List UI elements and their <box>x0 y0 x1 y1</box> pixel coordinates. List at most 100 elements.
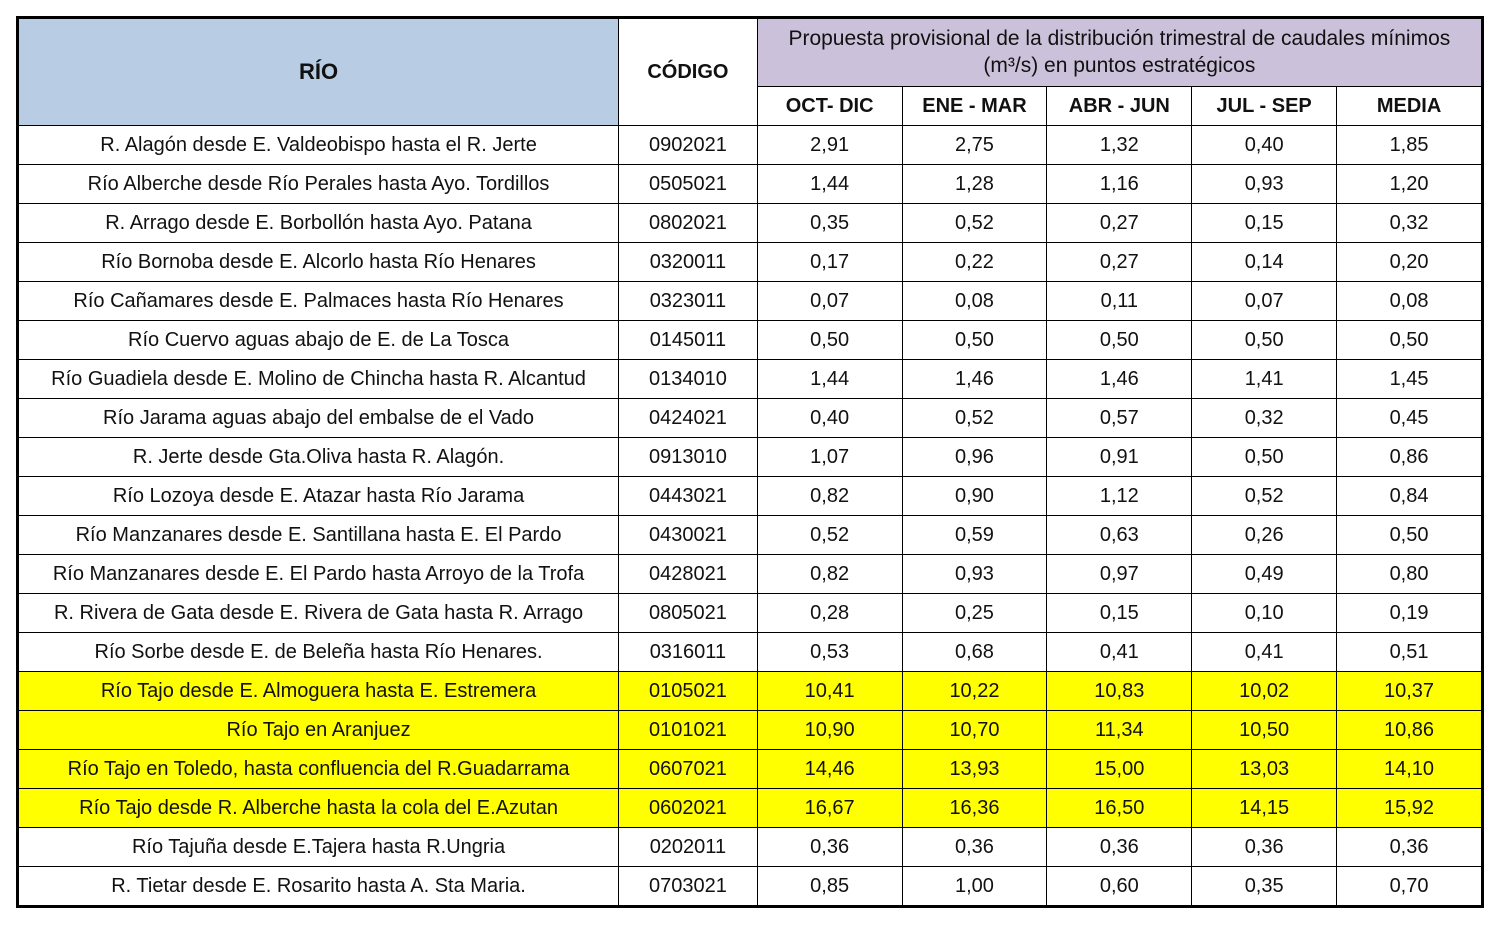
table-body: R. Alagón desde E. Valdeobispo hasta el … <box>19 125 1482 905</box>
table-row: Río Bornoba desde E. Alcorlo hasta Río H… <box>19 242 1482 281</box>
cell-codigo: 0703021 <box>619 866 758 905</box>
table-row: Río Jarama aguas abajo del embalse de el… <box>19 398 1482 437</box>
cell-rio: R. Rivera de Gata desde E. Rivera de Gat… <box>19 593 619 632</box>
cell-value: 0,45 <box>1337 398 1482 437</box>
cell-rio: R. Arrago desde E. Borbollón hasta Ayo. … <box>19 203 619 242</box>
cell-value: 0,50 <box>1192 437 1337 476</box>
table-container: RÍO CÓDIGO Propuesta provisional de la d… <box>16 16 1484 908</box>
table-row: R. Alagón desde E. Valdeobispo hasta el … <box>19 125 1482 164</box>
cell-value: 1,12 <box>1047 476 1192 515</box>
table-row: R. Arrago desde E. Borbollón hasta Ayo. … <box>19 203 1482 242</box>
cell-value: 0,50 <box>1337 515 1482 554</box>
cell-value: 0,19 <box>1337 593 1482 632</box>
cell-value: 0,36 <box>1337 827 1482 866</box>
cell-rio: Río Sorbe desde E. de Beleña hasta Río H… <box>19 632 619 671</box>
table-row: Río Manzanares desde E. Santillana hasta… <box>19 515 1482 554</box>
cell-value: 1,28 <box>902 164 1047 203</box>
cell-value: 0,32 <box>1337 203 1482 242</box>
cell-value: 0,36 <box>1192 827 1337 866</box>
header-rio: RÍO <box>19 19 619 126</box>
table-row: Río Lozoya desde E. Atazar hasta Río Jar… <box>19 476 1482 515</box>
cell-value: 1,16 <box>1047 164 1192 203</box>
cell-value: 0,41 <box>1192 632 1337 671</box>
cell-value: 0,86 <box>1337 437 1482 476</box>
header-media: MEDIA <box>1337 86 1482 125</box>
cell-codigo: 0913010 <box>619 437 758 476</box>
cell-rio: Río Bornoba desde E. Alcorlo hasta Río H… <box>19 242 619 281</box>
cell-value: 10,22 <box>902 671 1047 710</box>
header-oct-dic: OCT- DIC <box>757 86 902 125</box>
cell-value: 0,53 <box>757 632 902 671</box>
table-row: R. Tietar desde E. Rosarito hasta A. Sta… <box>19 866 1482 905</box>
cell-value: 10,37 <box>1337 671 1482 710</box>
cell-rio: Río Lozoya desde E. Atazar hasta Río Jar… <box>19 476 619 515</box>
cell-value: 2,91 <box>757 125 902 164</box>
cell-value: 0,59 <box>902 515 1047 554</box>
cell-value: 0,52 <box>902 203 1047 242</box>
cell-value: 0,35 <box>757 203 902 242</box>
cell-value: 0,91 <box>1047 437 1192 476</box>
cell-value: 1,85 <box>1337 125 1482 164</box>
table-row: Río Sorbe desde E. de Beleña hasta Río H… <box>19 632 1482 671</box>
table-row: Río Tajo desde R. Alberche hasta la cola… <box>19 788 1482 827</box>
table-row: R. Jerte desde Gta.Oliva hasta R. Alagón… <box>19 437 1482 476</box>
cell-value: 1,46 <box>902 359 1047 398</box>
cell-value: 0,10 <box>1192 593 1337 632</box>
cell-value: 0,49 <box>1192 554 1337 593</box>
cell-codigo: 0607021 <box>619 749 758 788</box>
cell-codigo: 0505021 <box>619 164 758 203</box>
table-row: Río Cañamares desde E. Palmaces hasta Rí… <box>19 281 1482 320</box>
cell-value: 0,96 <box>902 437 1047 476</box>
cell-codigo: 0802021 <box>619 203 758 242</box>
cell-value: 0,32 <box>1192 398 1337 437</box>
cell-codigo: 0323011 <box>619 281 758 320</box>
cell-value: 10,02 <box>1192 671 1337 710</box>
cell-value: 0,40 <box>757 398 902 437</box>
cell-value: 0,27 <box>1047 242 1192 281</box>
cell-value: 16,36 <box>902 788 1047 827</box>
cell-value: 0,97 <box>1047 554 1192 593</box>
cell-value: 15,92 <box>1337 788 1482 827</box>
cell-value: 0,07 <box>757 281 902 320</box>
cell-value: 10,90 <box>757 710 902 749</box>
header-propuesta: Propuesta provisional de la distribución… <box>757 19 1481 87</box>
cell-rio: Río Cuervo aguas abajo de E. de La Tosca <box>19 320 619 359</box>
cell-value: 0,11 <box>1047 281 1192 320</box>
cell-value: 0,57 <box>1047 398 1192 437</box>
cell-codigo: 0105021 <box>619 671 758 710</box>
cell-value: 0,17 <box>757 242 902 281</box>
cell-codigo: 0202011 <box>619 827 758 866</box>
cell-rio: R. Alagón desde E. Valdeobispo hasta el … <box>19 125 619 164</box>
cell-value: 1,32 <box>1047 125 1192 164</box>
cell-rio: Río Guadiela desde E. Molino de Chincha … <box>19 359 619 398</box>
cell-value: 0,82 <box>757 476 902 515</box>
cell-rio: Río Tajuña desde E.Tajera hasta R.Ungria <box>19 827 619 866</box>
cell-rio: Río Cañamares desde E. Palmaces hasta Rí… <box>19 281 619 320</box>
cell-codigo: 0134010 <box>619 359 758 398</box>
cell-codigo: 0430021 <box>619 515 758 554</box>
cell-value: 0,90 <box>902 476 1047 515</box>
cell-value: 14,46 <box>757 749 902 788</box>
cell-value: 0,93 <box>902 554 1047 593</box>
cell-value: 1,44 <box>757 359 902 398</box>
table-row: Río Tajo en Toledo, hasta confluencia de… <box>19 749 1482 788</box>
cell-value: 1,00 <box>902 866 1047 905</box>
table-row: Río Guadiela desde E. Molino de Chincha … <box>19 359 1482 398</box>
cell-rio: Río Jarama aguas abajo del embalse de el… <box>19 398 619 437</box>
cell-value: 1,41 <box>1192 359 1337 398</box>
header-codigo: CÓDIGO <box>619 19 758 126</box>
cell-value: 10,86 <box>1337 710 1482 749</box>
cell-value: 0,52 <box>902 398 1047 437</box>
cell-value: 1,20 <box>1337 164 1482 203</box>
cell-rio: Río Tajo desde R. Alberche hasta la cola… <box>19 788 619 827</box>
cell-codigo: 0101021 <box>619 710 758 749</box>
table-row: R. Rivera de Gata desde E. Rivera de Gat… <box>19 593 1482 632</box>
cell-value: 0,68 <box>902 632 1047 671</box>
cell-value: 13,93 <box>902 749 1047 788</box>
cell-value: 0,36 <box>902 827 1047 866</box>
table-row: Río Manzanares desde E. El Pardo hasta A… <box>19 554 1482 593</box>
cell-value: 1,07 <box>757 437 902 476</box>
cell-value: 0,15 <box>1192 203 1337 242</box>
cell-value: 0,08 <box>902 281 1047 320</box>
cell-value: 0,22 <box>902 242 1047 281</box>
